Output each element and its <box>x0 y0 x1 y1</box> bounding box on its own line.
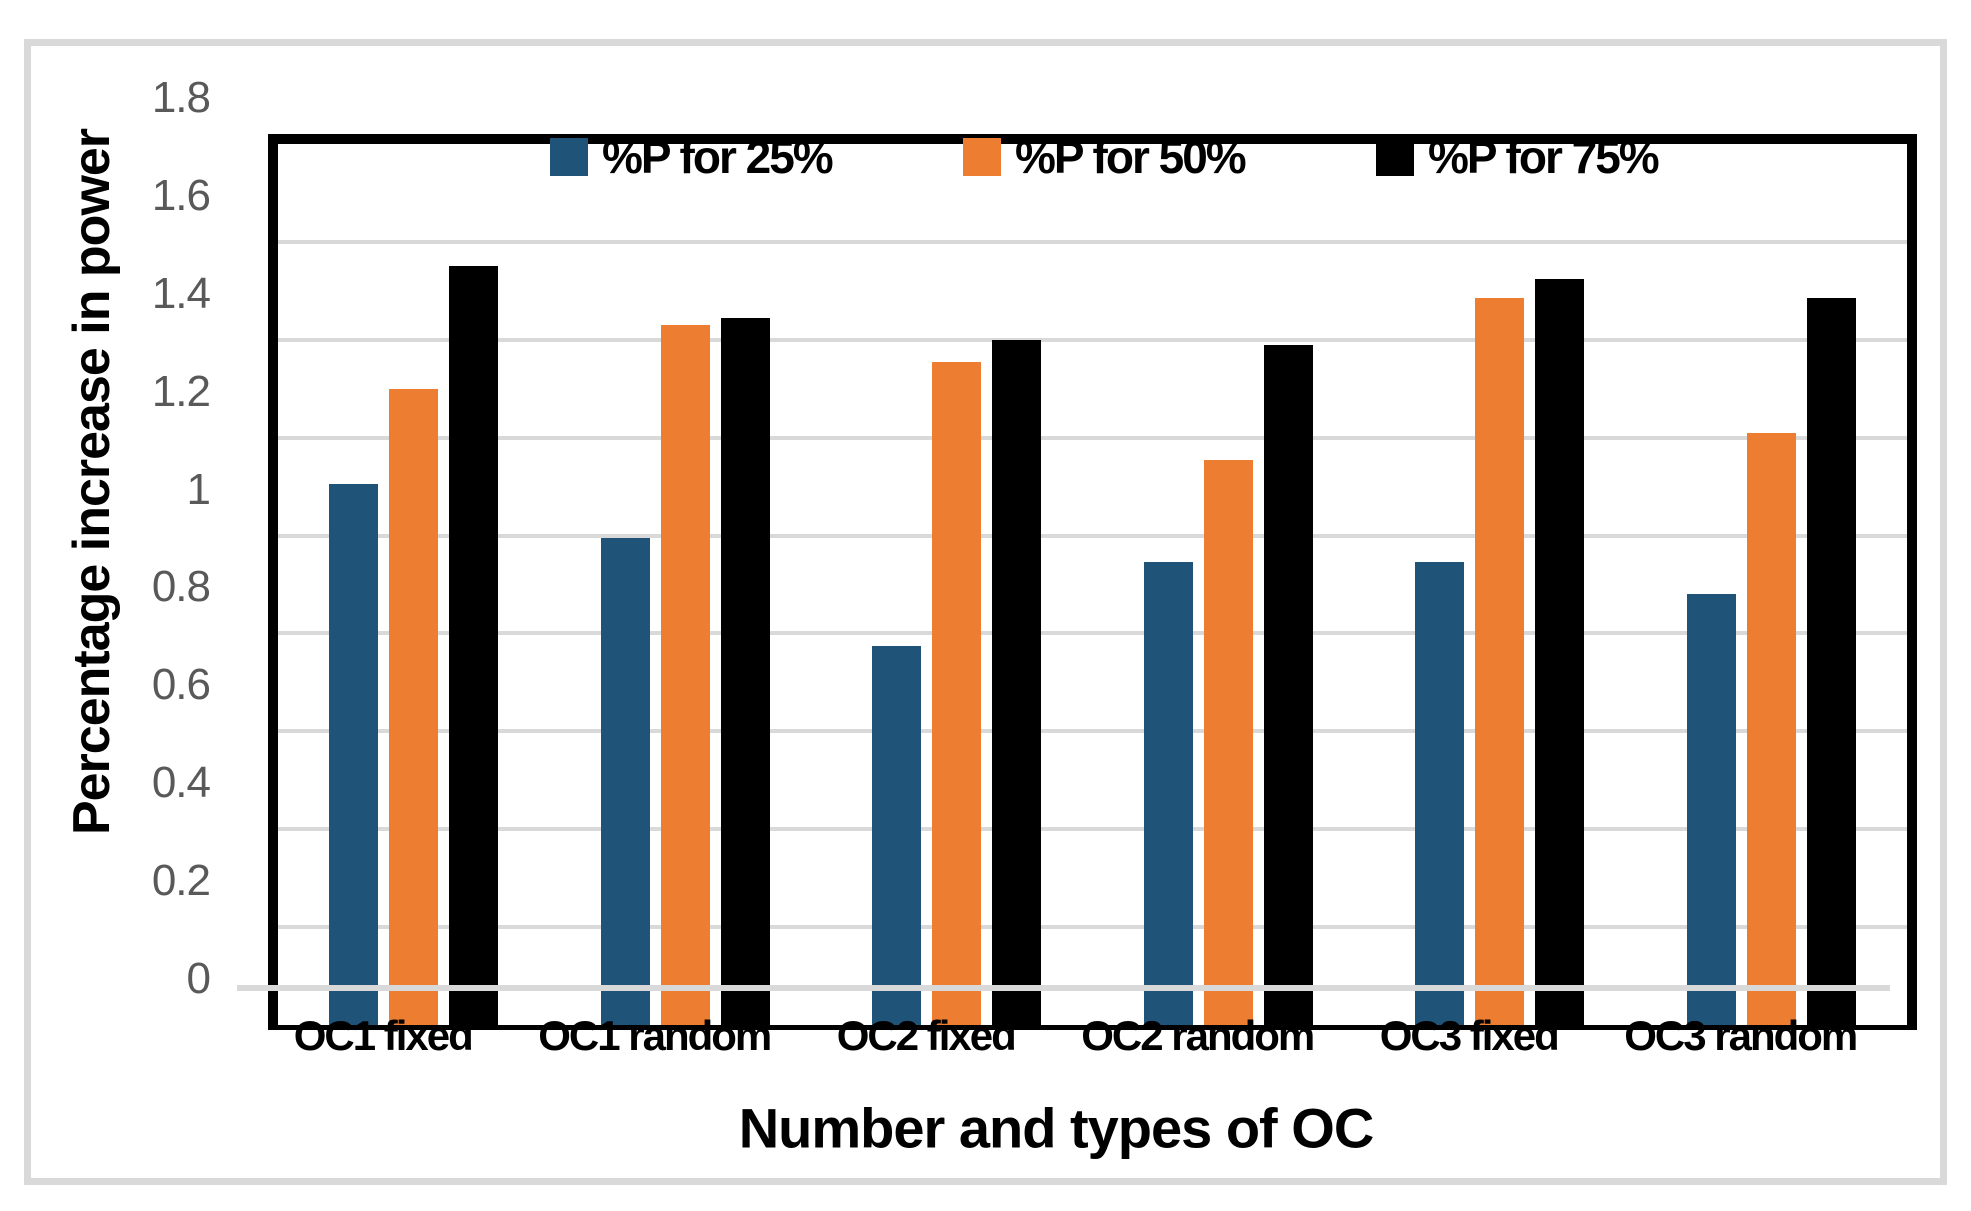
x-category-label: OC2 fixed <box>836 1012 1017 1059</box>
bar-25-oc3-fixed <box>1415 562 1465 1025</box>
y-tick-label: 0 <box>186 954 211 1003</box>
x-category-label: OC3 random <box>1624 1012 1858 1059</box>
plot-area <box>268 134 1917 1030</box>
legend-entry-50: %P for 50% <box>963 130 1247 184</box>
gridline <box>278 337 1907 342</box>
gridline <box>278 435 1907 440</box>
chart-frame <box>24 39 1947 1185</box>
x-axis-line <box>237 985 1890 991</box>
gridline <box>278 631 1907 636</box>
y-tick-label: 0.4 <box>151 758 211 808</box>
bar-75-oc3-fixed <box>1535 278 1585 1025</box>
gridline <box>278 729 1907 734</box>
bar-25-oc2-random <box>1143 562 1193 1025</box>
bar-25-oc1-random <box>600 538 650 1025</box>
bar-75-oc2-random <box>1263 344 1313 1025</box>
legend-swatch-orange-icon <box>963 138 1001 176</box>
gridline <box>278 239 1907 244</box>
bar-75-oc1-fixed <box>449 266 499 1025</box>
bar-50-oc2-fixed <box>932 361 982 1025</box>
gridline <box>278 533 1907 538</box>
bar-50-oc3-random <box>1746 432 1796 1025</box>
bar-75-oc3-random <box>1806 298 1856 1025</box>
y-tick-label: 0.2 <box>151 856 211 906</box>
x-category-label: OC1 fixed <box>293 1012 474 1059</box>
bar-50-oc2-random <box>1203 459 1253 1025</box>
bar-75-oc1-random <box>720 317 770 1025</box>
legend-entry-75: %P for 75% <box>1376 130 1660 184</box>
legend-swatch-blue-icon <box>550 138 588 176</box>
x-category-label: OC3 fixed <box>1379 1012 1560 1059</box>
bar-50-oc1-fixed <box>389 388 439 1025</box>
y-axis-title: Percentage increase in power <box>63 128 121 836</box>
y-tick-label: 1.2 <box>151 366 211 416</box>
bar-25-oc3-random <box>1686 594 1736 1025</box>
y-tick-label: 0.8 <box>151 562 211 612</box>
gridline <box>278 925 1907 930</box>
x-category-label: OC1 random <box>538 1012 772 1059</box>
bar-25-oc1-fixed <box>329 484 379 1025</box>
bar-50-oc3-fixed <box>1475 298 1525 1025</box>
x-axis-title: Number and types of OC <box>738 1096 1375 1160</box>
y-tick-label: 1.8 <box>151 73 211 122</box>
y-tick-label: 1.4 <box>151 268 211 318</box>
legend-swatch-black-icon <box>1376 138 1414 176</box>
bar-25-oc2-fixed <box>872 645 922 1025</box>
bar-50-oc1-random <box>660 325 710 1025</box>
plot-inner <box>278 144 1907 1025</box>
y-tick-label: 1.6 <box>151 170 211 220</box>
y-tick-label: 0.6 <box>151 660 211 710</box>
legend-label-50: %P for 50% <box>1015 131 1247 183</box>
legend-label-75: %P for 75% <box>1428 131 1660 183</box>
legend-entry-25: %P for 25% <box>550 130 834 184</box>
bar-75-oc2-fixed <box>992 339 1042 1025</box>
x-category-label: OC2 random <box>1081 1012 1315 1059</box>
y-tick-label: 1 <box>186 464 211 514</box>
legend-label-25: %P for 25% <box>602 131 834 183</box>
gridline <box>278 827 1907 832</box>
